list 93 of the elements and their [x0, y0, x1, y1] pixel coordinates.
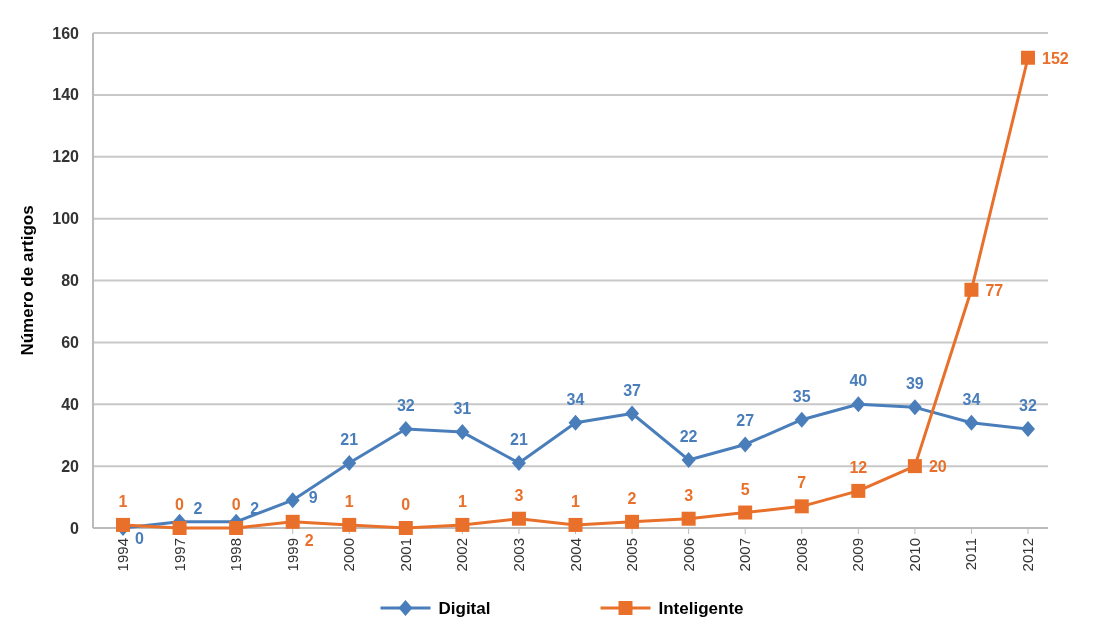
- data-label: 0: [401, 496, 411, 513]
- x-tick-label: 2005: [623, 538, 641, 572]
- point: [285, 514, 300, 529]
- point: [116, 517, 130, 532]
- x-tick-label: 1994: [114, 538, 131, 572]
- x-tick-label: 2001: [396, 538, 414, 572]
- x-tick-label: 2006: [679, 538, 697, 572]
- legend-label: Digital: [438, 598, 491, 618]
- x-tick-label: 2011: [962, 538, 980, 571]
- point: [511, 511, 526, 526]
- data-label: 7: [797, 474, 807, 492]
- point: [568, 414, 583, 431]
- point: [625, 514, 640, 529]
- data-label: 3: [514, 486, 524, 504]
- point: [568, 517, 583, 532]
- point: [1021, 421, 1035, 437]
- point: [229, 521, 244, 535]
- data-label: 31: [453, 400, 472, 418]
- data-label: 3: [684, 486, 694, 504]
- point: [172, 521, 187, 535]
- data-label: 34: [962, 390, 981, 408]
- point: [851, 483, 866, 498]
- x-tick-label: 2000: [340, 538, 358, 572]
- data-label: 12: [849, 458, 868, 476]
- data-label: 39: [905, 375, 924, 393]
- y-tick-label: 80: [61, 272, 80, 290]
- point: [511, 455, 526, 472]
- x-tick-label: 1998: [227, 538, 245, 572]
- point: [398, 421, 413, 437]
- data-label: 20: [928, 458, 947, 476]
- x-tick-label: 1999: [283, 538, 301, 572]
- y-tick-label: 140: [52, 86, 80, 104]
- point: [681, 511, 696, 526]
- data-label: 21: [510, 431, 528, 449]
- point: [794, 411, 809, 428]
- data-label: 21: [340, 431, 359, 449]
- point: [455, 424, 470, 441]
- point: [738, 505, 753, 520]
- point: [907, 459, 922, 474]
- y-tick-label: 100: [52, 210, 80, 228]
- data-label: 1: [571, 492, 581, 510]
- x-tick-label: 2009: [849, 538, 867, 572]
- data-label: 152: [1042, 49, 1069, 67]
- data-label: 2: [304, 531, 314, 549]
- point: [342, 517, 357, 532]
- y-tick-label: 20: [61, 457, 80, 475]
- y-tick-label: 120: [52, 148, 80, 166]
- point: [285, 492, 300, 509]
- data-label: 77: [985, 281, 1004, 299]
- point: [794, 499, 809, 514]
- y-tick-label: 60: [61, 333, 80, 351]
- point: [964, 414, 979, 431]
- data-label: 27: [736, 412, 755, 430]
- data-label: 1: [118, 492, 128, 510]
- point: [851, 396, 866, 413]
- x-tick-label: 2002: [453, 538, 471, 572]
- data-label: 40: [849, 372, 868, 390]
- data-label: 9: [308, 489, 318, 507]
- point: [964, 282, 979, 297]
- point: [738, 436, 753, 453]
- data-label: 5: [740, 480, 750, 498]
- point: [455, 517, 470, 532]
- point: [342, 455, 357, 472]
- data-label: 0: [135, 530, 144, 547]
- legend-label: Inteligente: [658, 598, 744, 618]
- data-label: 2: [627, 489, 637, 507]
- point: [681, 451, 696, 468]
- data-label: 2: [193, 499, 203, 517]
- point: [398, 521, 413, 535]
- data-label: 22: [679, 427, 698, 445]
- y-tick-label: 40: [61, 395, 80, 413]
- y-axis-title: Número de artigos: [18, 205, 37, 356]
- point: [1021, 50, 1035, 65]
- y-tick-label: 0: [70, 519, 80, 537]
- data-label: 37: [623, 381, 642, 399]
- data-label: 0: [175, 496, 185, 513]
- point: [907, 399, 922, 416]
- data-label: 35: [792, 387, 811, 405]
- x-tick-label: 2008: [792, 538, 810, 572]
- data-label: 1: [344, 492, 354, 510]
- x-tick-label: 2012: [1019, 538, 1036, 572]
- point: [625, 405, 640, 422]
- x-tick-label: 2007: [736, 538, 754, 572]
- x-tick-label: 2010: [905, 538, 923, 572]
- data-label: 0: [231, 496, 241, 513]
- data-label: 1: [457, 492, 467, 510]
- data-label: 32: [1019, 397, 1037, 414]
- x-tick-label: 1997: [170, 538, 188, 572]
- data-label: 34: [566, 390, 585, 408]
- x-tick-label: 2003: [509, 538, 527, 572]
- data-label: 32: [396, 397, 415, 414]
- x-tick-label: 2004: [566, 538, 584, 572]
- y-tick-label: 160: [52, 24, 80, 42]
